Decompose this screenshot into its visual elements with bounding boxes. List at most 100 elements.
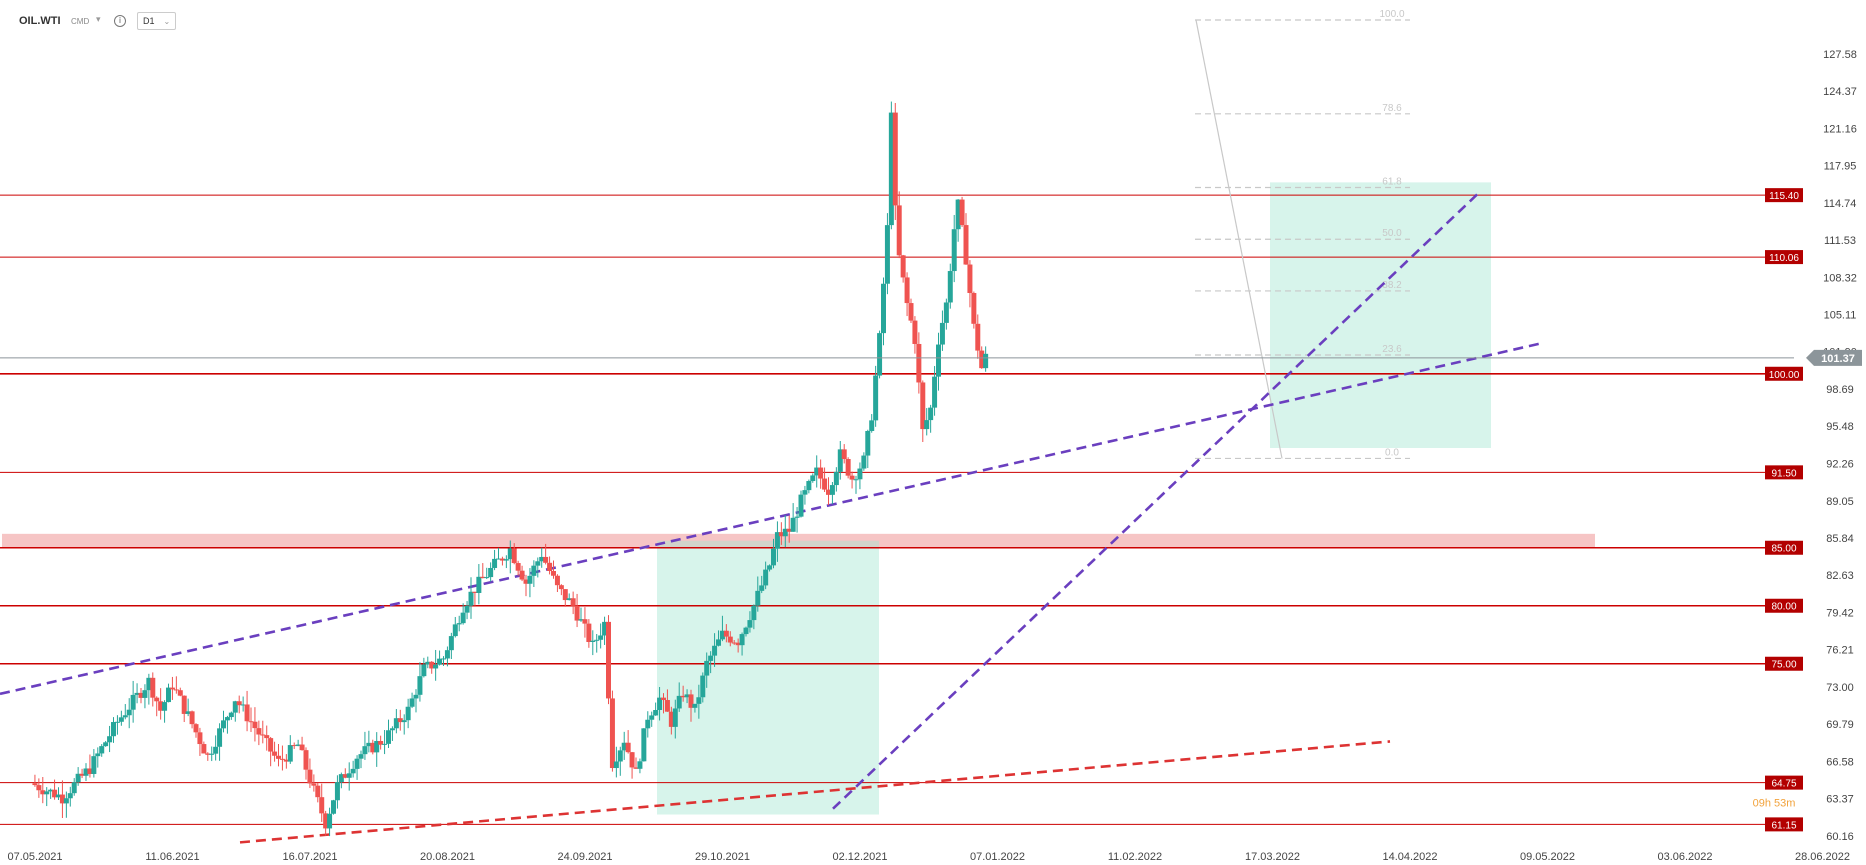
level-tag [1765,656,1803,671]
fib-ratio-label: 78.6 [1382,103,1402,114]
symbol-name[interactable]: OIL.WTI [19,15,61,27]
candle-body [688,694,694,708]
candle-body [276,755,281,759]
chevron-down-icon[interactable]: ▾ [96,14,101,24]
candle-body [272,751,278,756]
x-tick-label: 20.08.2021 [420,851,475,863]
candle-body [181,695,187,714]
candle-body [162,702,168,711]
instrument-category: CMD [71,17,90,26]
current-price-tag [1806,349,1862,366]
candle-body [492,558,498,568]
candle-body [798,494,804,517]
candle-body [444,650,450,659]
support-trendline [239,740,1391,844]
candle-body [468,591,474,606]
candle-body [523,579,529,584]
candle-body [908,303,914,321]
candle-body [126,709,132,716]
candle-body [570,598,576,606]
candle-body [370,742,376,753]
level-tag [1765,465,1803,480]
candle-body [786,528,792,532]
chevron-down-icon: ⌄ [163,17,171,26]
candle-body [40,790,46,795]
y-tick-label: 111.53 [1824,235,1856,247]
candle-body [869,420,875,431]
candle-body [59,794,65,804]
candle-body [802,490,808,495]
y-tick-label: 114.74 [1824,198,1857,210]
timeframe-select[interactable]: D1 ⌄ [137,12,177,30]
x-tick-label: 24.09.2021 [557,851,612,863]
y-tick-label: 98.69 [1826,384,1854,396]
candle-body [114,721,120,723]
candle-body [401,720,407,723]
candle-body [562,589,568,601]
candle-body [496,558,501,560]
candle-body [409,698,415,707]
candle-body [763,569,769,586]
candle-body [606,621,611,699]
candle-body [319,797,325,814]
candle-body [731,642,737,644]
candle-body [52,789,58,798]
candle-body [338,774,344,783]
candle-body [594,639,600,641]
candle-body [547,562,553,571]
y-tick-label: 108.32 [1823,272,1857,284]
candle-countdown: 09h 53m [1753,797,1796,809]
candle-body [87,768,93,774]
candle-body [877,333,883,376]
y-tick-label: 124.37 [1823,86,1857,98]
candle-body [103,742,109,747]
candle-body [224,717,230,721]
candle-body [264,735,270,739]
candle-body [696,697,702,704]
candle-body [916,343,922,383]
candle-body [574,605,580,621]
candle-body [814,467,820,476]
x-tick-label: 07.01.2022 [970,851,1025,863]
level-tag-label: 100.00 [1769,370,1800,381]
level-tag-label: 91.50 [1771,468,1796,479]
candle-body [405,706,411,721]
candle-body [323,813,329,829]
candle-body [621,742,627,751]
y-tick-label: 85.84 [1826,533,1854,545]
candle-body [936,344,941,377]
upper-trendline [0,342,1541,696]
candle-body [146,677,152,691]
candle-body [303,750,309,770]
y-tick-label: 89.05 [1826,496,1854,508]
y-tick-label: 117.95 [1824,161,1857,173]
candle-body [625,742,631,753]
candle-body [613,761,619,769]
candle-body [354,758,360,769]
level-tag [1765,540,1803,555]
candle-body [716,639,721,646]
y-tick-label: 63.37 [1826,794,1854,806]
info-icon[interactable]: i [114,15,126,27]
candle-body [598,635,604,640]
candle-body [256,728,262,735]
fib-ratio-label: 50.0 [1382,228,1402,239]
candle-body [91,756,97,774]
target-zone-2 [1270,182,1491,448]
candle-body [833,471,839,486]
level-tag [1765,598,1803,613]
candle-body [441,658,446,660]
candle-body [417,676,423,695]
candle-body [213,746,219,754]
x-tick-label: 28.06.2022 [1795,851,1850,863]
candle-body [782,528,788,537]
y-tick-label: 121.16 [1823,123,1857,135]
candle-body [346,773,352,778]
candle-body [185,711,191,714]
candle-body [939,322,945,345]
candle-body [425,661,431,665]
candle-body [790,517,796,532]
candle-body [433,664,439,669]
candle-body [633,767,639,769]
